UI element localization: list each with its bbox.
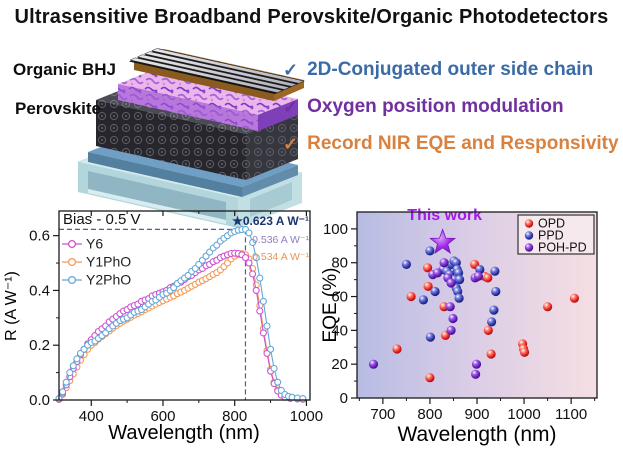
check-icon: ✓ bbox=[283, 134, 299, 154]
svg-text:★0.623 A W⁻¹: ★0.623 A W⁻¹ bbox=[232, 214, 309, 228]
check-icon: ✓ bbox=[283, 60, 299, 80]
svg-text:100: 100 bbox=[323, 221, 348, 238]
key-point-label: Record NIR EQE and Responsivity bbox=[307, 133, 619, 154]
key-points: ✓ 2D-Conjugated outer side chain ✓ Oxyge… bbox=[283, 60, 623, 171]
plot-area bbox=[55, 210, 311, 404]
label-organic-bhj: Organic BHJ bbox=[13, 60, 116, 79]
legend: Y6 Y1PhO Y2PhO bbox=[62, 236, 131, 288]
svg-text:1000: 1000 bbox=[290, 408, 323, 425]
svg-text:80: 80 bbox=[331, 255, 348, 272]
key-point-2: ✓ Oxygen position modulation bbox=[283, 96, 623, 118]
series-POH-PD bbox=[368, 258, 483, 379]
key-point-label: Oxygen position modulation bbox=[307, 96, 564, 117]
label-perovskite: Perovskite bbox=[15, 99, 101, 118]
x-axis: 400 600 800 1000 bbox=[79, 211, 323, 425]
svg-text:20: 20 bbox=[331, 356, 348, 373]
page-title: Ultrasensitive Broadband Perovskite/Orga… bbox=[14, 6, 609, 28]
responsivity-chart: 400 600 800 1000 0.0 0.2 0.4 0.6 Wavelength (nm)… bbox=[3, 210, 323, 444]
svg-text:1100: 1100 bbox=[555, 406, 587, 423]
svg-text:Y2PhO: Y2PhO bbox=[86, 272, 131, 288]
svg-text:EQE (%): EQE (%) bbox=[322, 268, 341, 343]
svg-text:R (A W⁻¹): R (A W⁻¹) bbox=[3, 271, 20, 341]
svg-text:0.6: 0.6 bbox=[29, 228, 50, 245]
y-axis: 0 20 40 60 80 100 bbox=[323, 221, 357, 407]
svg-text:OPD: OPD bbox=[538, 217, 565, 231]
key-point-3: ✓ Record NIR EQE and Responsivity bbox=[283, 133, 623, 155]
svg-text:0.4: 0.4 bbox=[29, 282, 50, 299]
svg-text:400: 400 bbox=[79, 408, 104, 425]
svg-text:700: 700 bbox=[370, 406, 395, 423]
svg-text:Y1PhO: Y1PhO bbox=[86, 254, 131, 270]
series-PPD bbox=[401, 246, 501, 342]
svg-text:800: 800 bbox=[417, 406, 442, 423]
svg-text:Bias - 0.5 V: Bias - 0.5 V bbox=[63, 211, 141, 228]
y-axis: 0.0 0.2 0.4 0.6 bbox=[29, 228, 59, 409]
svg-text:POH-PD: POH-PD bbox=[538, 241, 587, 255]
svg-text:Wavelength (nm): Wavelength (nm) bbox=[397, 423, 556, 446]
svg-text:40: 40 bbox=[331, 322, 348, 339]
svg-text:800: 800 bbox=[222, 408, 247, 425]
svg-text:0.534 A W⁻¹: 0.534 A W⁻¹ bbox=[252, 251, 309, 263]
organic-bhj-layer bbox=[118, 68, 298, 131]
svg-text:600: 600 bbox=[150, 408, 175, 425]
device-schematic bbox=[76, 48, 305, 228]
svg-text:1000: 1000 bbox=[507, 406, 540, 423]
svg-text:Y6: Y6 bbox=[86, 236, 103, 252]
svg-text:0.0: 0.0 bbox=[29, 392, 50, 409]
check-icon: ✓ bbox=[283, 97, 299, 117]
svg-text:This work: This work bbox=[407, 207, 482, 224]
svg-text:PPD: PPD bbox=[538, 229, 564, 243]
svg-text:0: 0 bbox=[340, 390, 348, 407]
electrode-stripes bbox=[129, 48, 305, 94]
svg-text:60: 60 bbox=[331, 289, 348, 306]
key-point-label: 2D-Conjugated outer side chain bbox=[307, 59, 594, 80]
svg-text:900: 900 bbox=[464, 406, 489, 423]
key-point-1: ✓ 2D-Conjugated outer side chain bbox=[283, 59, 623, 81]
this-work-star bbox=[429, 228, 457, 254]
svg-text:Wavelength (nm): Wavelength (nm) bbox=[108, 422, 260, 444]
svg-text:0.2: 0.2 bbox=[29, 337, 50, 354]
svg-text:0.536 A W⁻¹: 0.536 A W⁻¹ bbox=[252, 234, 309, 246]
x-axis: 700 800 900 1000 1100 bbox=[358, 398, 596, 423]
